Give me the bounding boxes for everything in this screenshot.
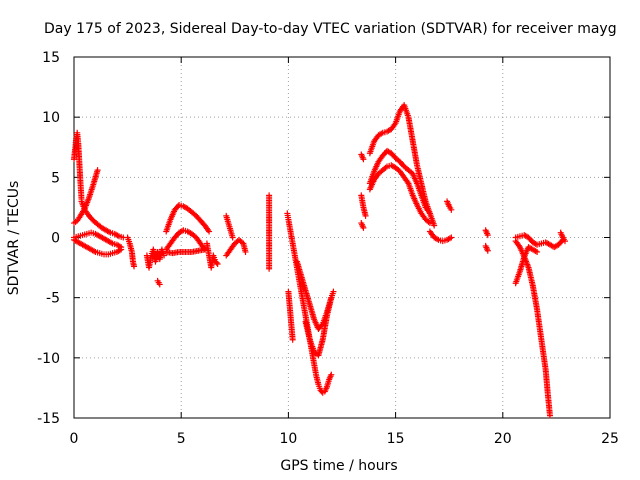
data-point: [131, 263, 138, 270]
x-tick-label: 10: [279, 431, 297, 447]
data-point: [561, 238, 568, 245]
y-axis-label: SDTVAR / TECUs: [6, 181, 22, 296]
x-tick-label: 5: [177, 431, 186, 447]
data-point: [484, 232, 491, 239]
grid-lines: [74, 57, 610, 418]
data-point: [534, 248, 541, 255]
data-point: [546, 412, 553, 419]
data-point: [426, 220, 433, 227]
data-point: [161, 252, 168, 259]
data-point: [426, 210, 433, 217]
data-point: [94, 167, 101, 174]
data-point: [156, 281, 163, 288]
data-point: [242, 248, 249, 255]
y-axis-ticks: -15 -10 -5 0 5 10 15: [37, 50, 610, 427]
y-tick-label: -15: [37, 411, 60, 427]
data-point: [328, 294, 335, 301]
x-tick-label: 25: [601, 431, 619, 447]
data-point: [360, 156, 367, 163]
data-point: [328, 371, 335, 378]
y-tick-label: 10: [42, 110, 60, 126]
y-tick-label: 5: [51, 170, 60, 186]
data-point: [448, 234, 455, 241]
y-tick-label: -10: [37, 351, 60, 367]
chart-title: Day 175 of 2023, Sidereal Day-to-day VTE…: [44, 21, 617, 37]
y-tick-label: 0: [51, 231, 60, 247]
data-point: [330, 288, 337, 295]
data-point-interp: [174, 203, 181, 210]
data-point: [431, 222, 438, 229]
x-tick-label: 0: [70, 431, 79, 447]
x-axis-ticks: 0 5 10 15 20 25: [70, 57, 619, 447]
data-point-interp: [213, 259, 220, 266]
y-tick-label: -5: [46, 291, 60, 307]
x-tick-label: 15: [387, 431, 405, 447]
data-point: [214, 260, 221, 267]
data-points: [71, 102, 568, 419]
data-point: [229, 234, 236, 241]
data-point: [266, 265, 273, 272]
x-tick-label: 20: [494, 431, 512, 447]
data-point: [448, 206, 455, 213]
x-axis-label: GPS time / hours: [280, 458, 397, 474]
y-tick-label: 15: [42, 50, 60, 66]
data-point: [118, 244, 125, 251]
data-point: [360, 224, 367, 231]
data-point: [362, 212, 369, 219]
data-point: [289, 336, 296, 343]
data-point: [484, 247, 491, 254]
data-point: [206, 228, 213, 235]
